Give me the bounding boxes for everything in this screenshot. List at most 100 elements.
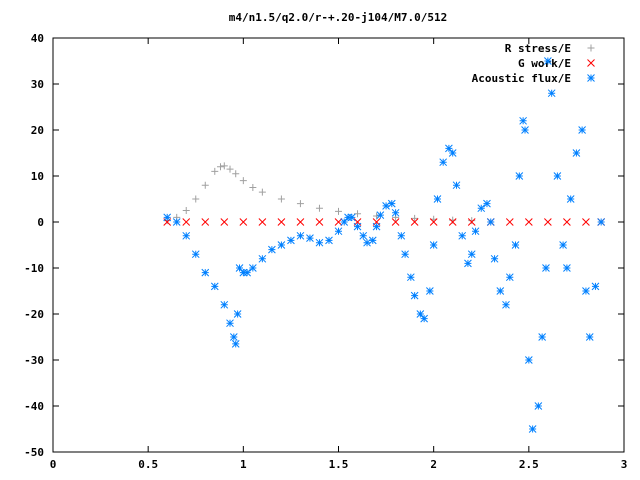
plus-point bbox=[226, 165, 234, 173]
star-point bbox=[391, 208, 400, 217]
cross-point bbox=[429, 218, 438, 226]
star-point bbox=[182, 231, 191, 240]
star-point bbox=[445, 144, 453, 153]
star-point bbox=[359, 231, 368, 240]
x-tick-label: 1.5 bbox=[329, 458, 349, 471]
plus-point bbox=[354, 210, 362, 218]
y-tick-label: -30 bbox=[24, 354, 44, 367]
star-point bbox=[401, 250, 409, 259]
star-point bbox=[511, 241, 520, 249]
star-point bbox=[490, 254, 499, 263]
star-point bbox=[597, 218, 606, 226]
star-point bbox=[334, 227, 343, 236]
y-tick-label: -20 bbox=[24, 308, 44, 321]
plus-point bbox=[258, 188, 266, 196]
plus-point bbox=[220, 162, 228, 170]
star-point bbox=[368, 236, 377, 245]
chart-title: m4/n1.5/q2.0/r-+.20-j104/M7.0/512 bbox=[229, 11, 448, 24]
star-point bbox=[566, 195, 575, 203]
plus-point bbox=[315, 204, 323, 212]
plus-point bbox=[192, 195, 200, 203]
legend-label: G work/E bbox=[518, 57, 571, 70]
x-tick-label: 2 bbox=[430, 458, 437, 471]
plus-point bbox=[232, 170, 240, 178]
cross-point bbox=[239, 218, 248, 226]
star-point bbox=[547, 89, 556, 98]
star-point bbox=[534, 402, 543, 410]
star-point bbox=[542, 264, 550, 272]
star-point bbox=[376, 211, 385, 219]
star-point bbox=[524, 356, 533, 364]
star-point bbox=[410, 291, 419, 300]
cross-point bbox=[448, 218, 457, 226]
star-point bbox=[353, 222, 362, 231]
x-tick-label: 0.5 bbox=[138, 458, 158, 471]
star-point bbox=[416, 310, 425, 318]
x-tick-label: 0 bbox=[50, 458, 57, 471]
plus-point bbox=[239, 177, 247, 185]
star-point bbox=[258, 254, 267, 263]
star-point bbox=[363, 238, 371, 247]
star-point bbox=[519, 116, 527, 125]
star-point bbox=[467, 250, 476, 259]
plus-point bbox=[211, 167, 219, 175]
cross-point bbox=[201, 218, 210, 226]
star-point bbox=[464, 259, 472, 268]
star-point bbox=[172, 218, 181, 226]
cross-point bbox=[505, 218, 514, 226]
x-tick-label: 2.5 bbox=[519, 458, 539, 471]
cross-point bbox=[563, 218, 571, 226]
series-2 bbox=[163, 57, 606, 433]
plus-point bbox=[201, 181, 209, 189]
star-point bbox=[231, 340, 240, 348]
plus-point bbox=[249, 184, 257, 191]
star-point bbox=[210, 282, 219, 291]
plus-point bbox=[411, 214, 419, 222]
star-point bbox=[578, 126, 586, 134]
plus-point bbox=[277, 195, 285, 203]
star-point bbox=[344, 213, 352, 222]
y-axis: -50 -40 -30 -20 -10 0 10 20 30 40 bbox=[24, 32, 624, 459]
legend-marker bbox=[587, 59, 595, 67]
star-point bbox=[572, 149, 581, 157]
star-point bbox=[163, 213, 172, 222]
star-point bbox=[426, 287, 434, 295]
star-point bbox=[477, 204, 486, 213]
star-point bbox=[528, 425, 537, 433]
star-point bbox=[296, 231, 305, 240]
cross-point bbox=[524, 218, 533, 226]
star-point bbox=[591, 282, 600, 291]
y-tick-label: 30 bbox=[31, 78, 44, 91]
star-point bbox=[471, 227, 480, 236]
legend-label: Acoustic flux/E bbox=[472, 72, 571, 85]
star-point bbox=[397, 231, 406, 240]
star-point bbox=[248, 264, 257, 272]
cross-point bbox=[315, 218, 324, 226]
x-tick-label: 3 bbox=[621, 458, 628, 471]
y-tick-label: 0 bbox=[37, 216, 44, 229]
plus-point bbox=[182, 207, 190, 214]
series-1 bbox=[163, 218, 606, 226]
cross-point bbox=[582, 218, 590, 226]
star-point bbox=[458, 231, 467, 240]
star-point bbox=[448, 149, 457, 157]
plus-point bbox=[216, 163, 224, 171]
star-point bbox=[483, 199, 491, 208]
star-point bbox=[559, 241, 567, 249]
star-point bbox=[452, 181, 461, 190]
cross-point bbox=[410, 218, 419, 226]
legend-marker bbox=[587, 44, 595, 52]
star-point bbox=[347, 213, 356, 222]
star-point bbox=[505, 273, 514, 282]
star-point bbox=[372, 222, 381, 231]
star-point bbox=[582, 287, 590, 295]
star-point bbox=[239, 268, 248, 277]
y-tick-label: -50 bbox=[24, 446, 44, 459]
cross-point bbox=[220, 218, 229, 226]
star-point bbox=[382, 202, 390, 210]
cross-point bbox=[277, 218, 286, 226]
star-point bbox=[287, 236, 295, 245]
star-point bbox=[229, 333, 238, 341]
star-point bbox=[439, 158, 448, 167]
